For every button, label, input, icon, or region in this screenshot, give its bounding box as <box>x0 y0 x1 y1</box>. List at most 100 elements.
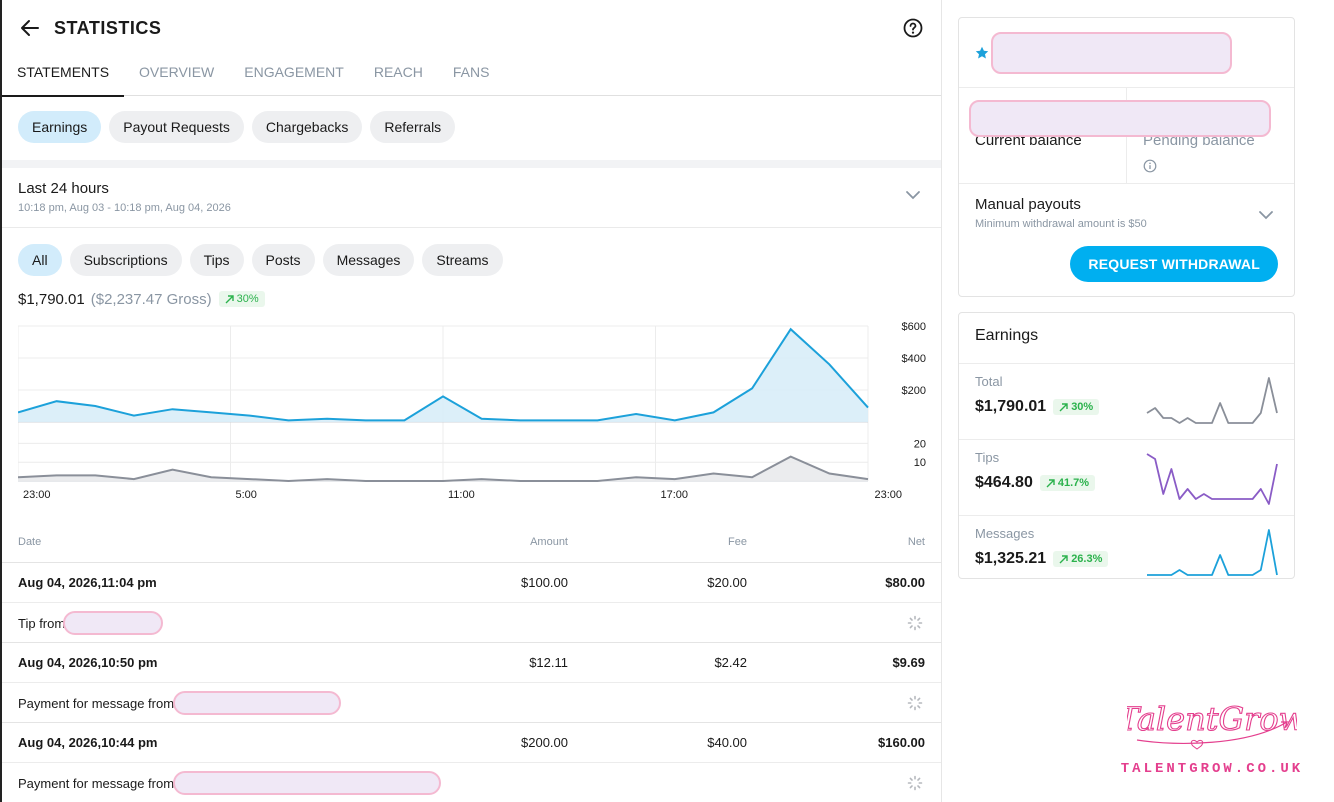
pending-icon <box>907 615 923 631</box>
talentgrow-logo: TalentGrow TALENTGROW.CO.UK <box>1112 690 1312 780</box>
header-net: Net <box>907 536 925 548</box>
row-date: Aug 04, 2026,10:50 pm <box>18 655 158 670</box>
page-title: STATISTICS <box>54 17 162 38</box>
row-fee: $20.00 <box>707 575 747 590</box>
change-value: 41.7% <box>1057 477 1090 489</box>
y-tick-label: $400 <box>902 353 926 365</box>
change-value: 30% <box>1071 401 1094 413</box>
header-fee: Fee <box>728 536 747 548</box>
redacted-balance-values <box>969 100 1271 137</box>
manual-payouts: Manual payouts Minimum withdrawal amount… <box>959 184 1294 296</box>
table-row[interactable]: Aug 04, 2026,11:04 pm $100.00 $20.00 $80… <box>2 562 941 643</box>
earnings-item-label: Tips <box>975 450 1000 465</box>
x-tick-label: 23:00 <box>23 489 51 501</box>
table-header: Date Amount Fee Net <box>18 536 925 550</box>
earnings-title: Earnings <box>975 327 1039 344</box>
earning-source-filters: All Subscriptions Tips Posts Messages St… <box>2 244 941 276</box>
info-icon[interactable] <box>1143 159 1157 173</box>
y-tick-label: $200 <box>902 385 926 397</box>
earnings-item-value: $1,325.21 <box>975 550 1047 567</box>
header-amount: Amount <box>530 536 568 548</box>
filter-tips[interactable]: Tips <box>189 244 244 276</box>
tab-overview[interactable]: OVERVIEW <box>139 64 215 80</box>
arrow-left-icon <box>21 20 39 36</box>
change-badge: 30% <box>218 291 265 307</box>
filter-messages[interactable]: Messages <box>322 244 415 276</box>
period-range: 10:18 pm, Aug 03 - 10:18 pm, Aug 04, 202… <box>18 202 231 214</box>
chargebacks-chip[interactable]: Chargebacks <box>251 111 363 143</box>
row-amount: $100.00 <box>521 575 568 590</box>
table-row[interactable]: Aug 04, 2026,10:50 pm $12.11 $2.42 $9.69… <box>2 642 941 723</box>
row-description: Payment for message from <box>18 775 175 791</box>
svg-text:TalentGrow: TalentGrow <box>1127 700 1297 738</box>
earnings-summary: $1,790.01 ($2,237.47 Gross) 30% <box>2 286 941 312</box>
trend-up-icon <box>1046 478 1055 487</box>
table-row[interactable]: Aug 04, 2026,10:44 pm $200.00 $40.00 $16… <box>2 722 941 802</box>
sparkline-path <box>1146 453 1278 505</box>
balance-panel: Current balance Pending balance Manual p… <box>942 0 1334 802</box>
payout-title: Manual payouts <box>975 196 1081 213</box>
trend-up-icon <box>225 294 234 303</box>
tab-engagement[interactable]: ENGAGEMENT <box>244 64 344 80</box>
help-icon <box>903 18 923 38</box>
earnings-item-label: Messages <box>975 526 1035 541</box>
change-badge: 26.3% <box>1053 551 1109 567</box>
earnings-card: Earnings Total $1,790.01 30% Tips $464.80… <box>958 312 1295 579</box>
pending-icon <box>907 695 923 711</box>
earnings-item-tips[interactable]: Tips $464.80 41.7% <box>959 439 1294 515</box>
row-date: Aug 04, 2026,10:44 pm <box>18 735 158 750</box>
tips-sparkline <box>1146 453 1278 505</box>
logo-text: TALENTGROW.CO.UK <box>1120 761 1304 777</box>
header-date: Date <box>18 536 42 548</box>
row-fee: $2.42 <box>714 655 747 670</box>
section-divider <box>2 160 941 168</box>
x-tick-label: 17:00 <box>661 489 689 501</box>
payout-requests-chip[interactable]: Payout Requests <box>109 111 244 143</box>
gross-total: ($2,237.47 Gross) <box>90 290 212 308</box>
redacted-account-name <box>991 32 1232 74</box>
filter-all[interactable]: All <box>18 244 62 276</box>
tab-reach[interactable]: REACH <box>373 64 423 80</box>
redacted-username <box>63 611 164 635</box>
earnings-item-value: $1,790.01 <box>975 398 1047 415</box>
tab-fans[interactable]: FANS <box>452 64 490 80</box>
earnings-item-value: $464.80 <box>975 474 1033 491</box>
filter-subscriptions[interactable]: Subscriptions <box>69 244 182 276</box>
row-amount: $12.11 <box>529 655 568 670</box>
count-area <box>18 456 868 481</box>
statistics-panel: STATISTICS STATEMENTS OVERVIEW ENGAGEMEN… <box>0 0 942 802</box>
row-fee: $40.00 <box>707 735 747 750</box>
earnings-item-total[interactable]: Total $1,790.01 30% <box>959 363 1294 439</box>
account-name-row <box>959 18 1294 88</box>
chevron-down-icon <box>906 191 920 200</box>
row-net: $9.69 <box>892 655 925 670</box>
payout-subtitle: Minimum withdrawal amount is $50 <box>975 218 1147 230</box>
row-description: Tip from <box>18 615 66 631</box>
redacted-username <box>173 691 342 715</box>
row-description: Payment for message from <box>18 695 175 711</box>
star-icon <box>975 46 989 59</box>
y-tick-label: 20 <box>914 438 926 450</box>
chevron-down-icon[interactable] <box>1258 210 1274 220</box>
request-withdrawal-button[interactable]: REQUEST WITHDRAWAL <box>1070 246 1278 282</box>
row-date: Aug 04, 2026,11:04 pm <box>18 575 157 590</box>
help-button[interactable] <box>903 18 923 43</box>
filter-streams[interactable]: Streams <box>422 244 503 276</box>
talentgrow-script-logo: TalentGrow <box>1117 699 1307 750</box>
filter-posts[interactable]: Posts <box>251 244 315 276</box>
tab-statements[interactable]: STATEMENTS <box>2 56 125 97</box>
redacted-username <box>173 771 442 795</box>
y-tick-label: 10 <box>914 457 926 469</box>
change-badge: 41.7% <box>1039 475 1096 491</box>
period-selector[interactable]: Last 24 hours 10:18 pm, Aug 03 - 10:18 p… <box>2 168 941 228</box>
messages-sparkline <box>1147 529 1278 576</box>
earnings-item-messages[interactable]: Messages $1,325.21 26.3% <box>959 515 1294 591</box>
statement-type-filters: Earnings Payout Requests Chargebacks Ref… <box>2 111 941 143</box>
period-title: Last 24 hours <box>18 180 109 197</box>
sparkline-path <box>1147 529 1278 576</box>
earnings-chip[interactable]: Earnings <box>18 111 102 143</box>
sparkline-path <box>1146 377 1278 424</box>
referrals-chip[interactable]: Referrals <box>370 111 456 143</box>
back-button[interactable] <box>18 16 42 40</box>
balance-row: Current balance Pending balance <box>959 88 1294 184</box>
